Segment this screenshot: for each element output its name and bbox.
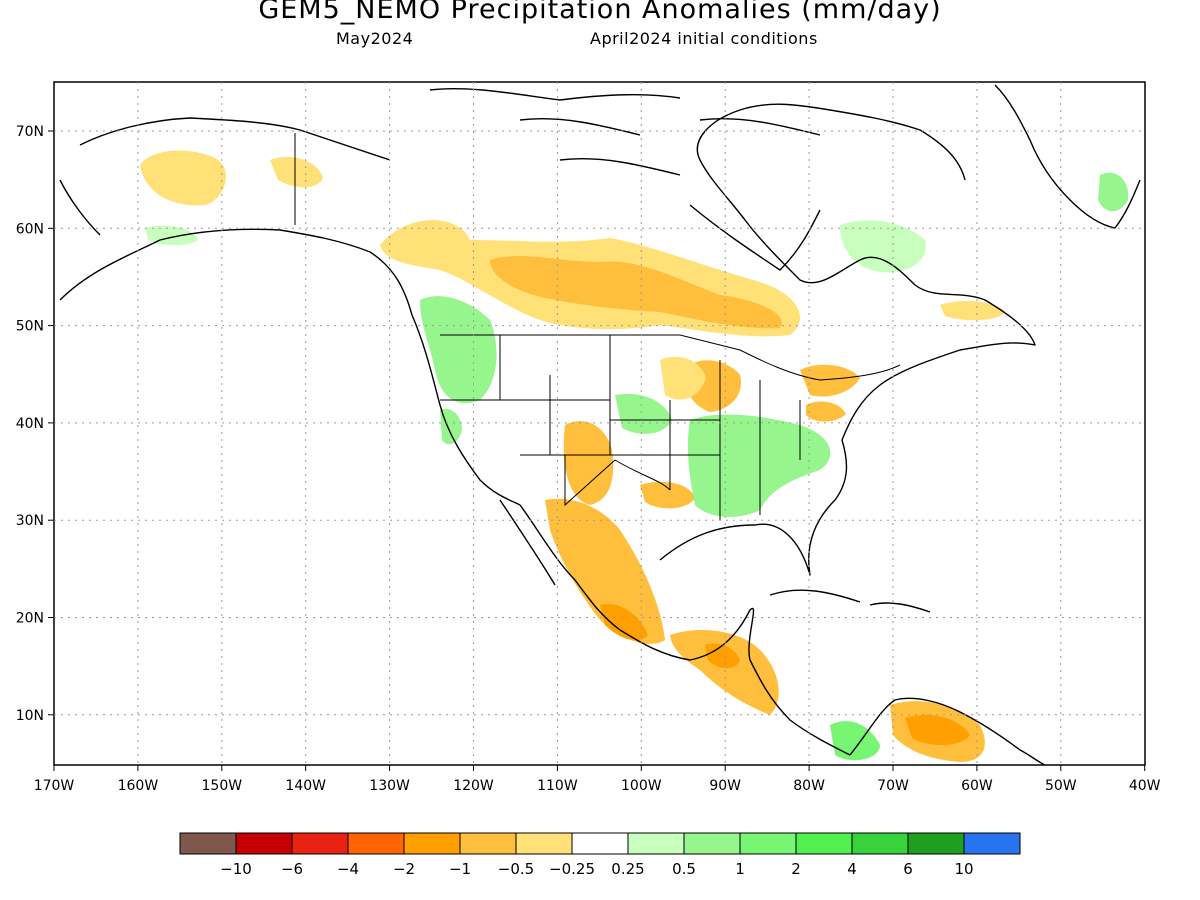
legend-label: 0.25 bbox=[611, 860, 644, 878]
us-mexico-border bbox=[520, 454, 671, 507]
legend-label: 2 bbox=[791, 860, 801, 878]
legend-label: 1 bbox=[735, 860, 745, 878]
anomaly-layer bbox=[140, 150, 1129, 762]
legend-swatch-10 bbox=[739, 832, 797, 855]
legend-label: −4 bbox=[337, 860, 359, 878]
legend-swatch-4 bbox=[403, 832, 461, 855]
north-america-coastline bbox=[59, 103, 1036, 756]
texas-dry bbox=[640, 481, 695, 509]
forecast-month: May2024 bbox=[336, 29, 414, 48]
legend-swatch-2 bbox=[291, 832, 349, 855]
california-wet bbox=[440, 408, 462, 445]
lon-label-60w: 60W bbox=[961, 778, 993, 794]
lat-label-30n: 30N bbox=[16, 513, 44, 529]
lon-label-70w: 70W bbox=[877, 778, 909, 794]
lon-label-170w: 170W bbox=[34, 778, 75, 794]
venezuela-dry-core bbox=[905, 714, 970, 746]
lon-label-160w: 160W bbox=[118, 778, 159, 794]
legend-swatch-14 bbox=[963, 832, 1021, 855]
midwest-dry bbox=[660, 356, 706, 400]
initial-conditions: April2024 initial conditions bbox=[590, 29, 818, 48]
lon-label-100w: 100W bbox=[621, 778, 662, 794]
lat-lon-grid bbox=[54, 82, 1145, 765]
lon-label-130w: 130W bbox=[369, 778, 410, 794]
central-america-dry-core bbox=[705, 643, 740, 669]
mexico-dry-band bbox=[545, 498, 665, 644]
legend-swatch-1 bbox=[235, 832, 293, 855]
lat-label-10n: 10N bbox=[16, 708, 44, 724]
legend-swatch-8 bbox=[627, 832, 685, 855]
chart-title: GEM5_NEMO Precipitation Anomalies (mm/da… bbox=[258, 0, 942, 25]
plains-wet bbox=[615, 393, 672, 434]
colombia-wet bbox=[830, 721, 880, 761]
lon-label-140w: 140W bbox=[285, 778, 326, 794]
nyc-dry bbox=[806, 401, 846, 422]
legend-swatch-6 bbox=[515, 832, 573, 855]
legend-label: 6 bbox=[903, 860, 913, 878]
lon-label-80w: 80W bbox=[793, 778, 825, 794]
lat-label-70n: 70N bbox=[16, 124, 44, 140]
lon-label-120w: 120W bbox=[453, 778, 494, 794]
pacific-nw-wet bbox=[420, 296, 497, 404]
lon-label-40w: 40W bbox=[1129, 778, 1161, 794]
us-canada-border bbox=[440, 334, 901, 381]
yukon-dry-anomaly bbox=[270, 156, 323, 188]
lat-label-40n: 40N bbox=[16, 416, 44, 432]
greenland-wet bbox=[1098, 172, 1129, 212]
legend-label: −2 bbox=[393, 860, 415, 878]
canada-dry-core bbox=[490, 256, 782, 329]
greenland-coast bbox=[994, 84, 1141, 229]
legend-swatch-9 bbox=[683, 832, 741, 855]
lat-label-20n: 20N bbox=[16, 611, 44, 627]
legend-label: 0.5 bbox=[672, 860, 696, 878]
map-frame bbox=[53, 81, 1146, 766]
lon-label-110w: 110W bbox=[537, 778, 578, 794]
hispaniola-coast bbox=[869, 602, 931, 613]
legend-swatch-13 bbox=[907, 832, 965, 855]
legend-label: 4 bbox=[847, 860, 857, 878]
lon-label-90w: 90W bbox=[709, 778, 741, 794]
us-states-grid bbox=[440, 335, 801, 520]
arctic-islands bbox=[429, 87, 821, 176]
lon-label-150w: 150W bbox=[202, 778, 243, 794]
legend-swatch-3 bbox=[347, 832, 405, 855]
alaska-coast bbox=[59, 117, 391, 236]
baja-coast bbox=[499, 499, 556, 586]
legend-swatch-5 bbox=[459, 832, 517, 855]
longitude-labels: 170W 160W 150W 140W 130W 120W 110W 100W 90W 80W 70… bbox=[34, 778, 1161, 794]
mexico-dry-core bbox=[600, 604, 648, 641]
color-legend: −10 −6 −4 −2 −1 −0.5 −0.25 0.25 0.5 1 2 4 6 10 bbox=[179, 832, 1021, 878]
legend-label: −0.5 bbox=[498, 860, 534, 878]
legend-swatch-11 bbox=[795, 832, 853, 855]
lon-label-50w: 50W bbox=[1045, 778, 1077, 794]
legend-label: 10 bbox=[954, 860, 973, 878]
ontario-dry bbox=[800, 364, 860, 397]
legend-label: −6 bbox=[281, 860, 303, 878]
central-america-dry bbox=[670, 630, 779, 715]
legend-label: −1 bbox=[449, 860, 471, 878]
labrador-dry-anomaly bbox=[940, 300, 1005, 321]
legend-swatch-0 bbox=[179, 832, 237, 855]
southeast-us-wet bbox=[687, 414, 831, 517]
legend-label: −0.25 bbox=[549, 860, 595, 878]
latitude-labels: 10N 20N 30N 40N 50N 60N 70N bbox=[16, 124, 44, 724]
southwest-dry bbox=[563, 421, 614, 505]
hudson-bay bbox=[689, 204, 821, 271]
south-america-coast bbox=[849, 697, 1046, 766]
legend-swatch-12 bbox=[851, 832, 909, 855]
coastlines bbox=[59, 84, 1141, 766]
political-borders bbox=[294, 133, 901, 520]
lat-label-50n: 50N bbox=[16, 319, 44, 335]
lat-label-60n: 60N bbox=[16, 221, 44, 237]
legend-swatch-7 bbox=[571, 832, 629, 855]
legend-label: −10 bbox=[220, 860, 252, 878]
cuba-coast bbox=[769, 589, 861, 603]
axis-ticks bbox=[48, 130, 1146, 771]
alaska-dry-anomaly bbox=[140, 150, 226, 206]
